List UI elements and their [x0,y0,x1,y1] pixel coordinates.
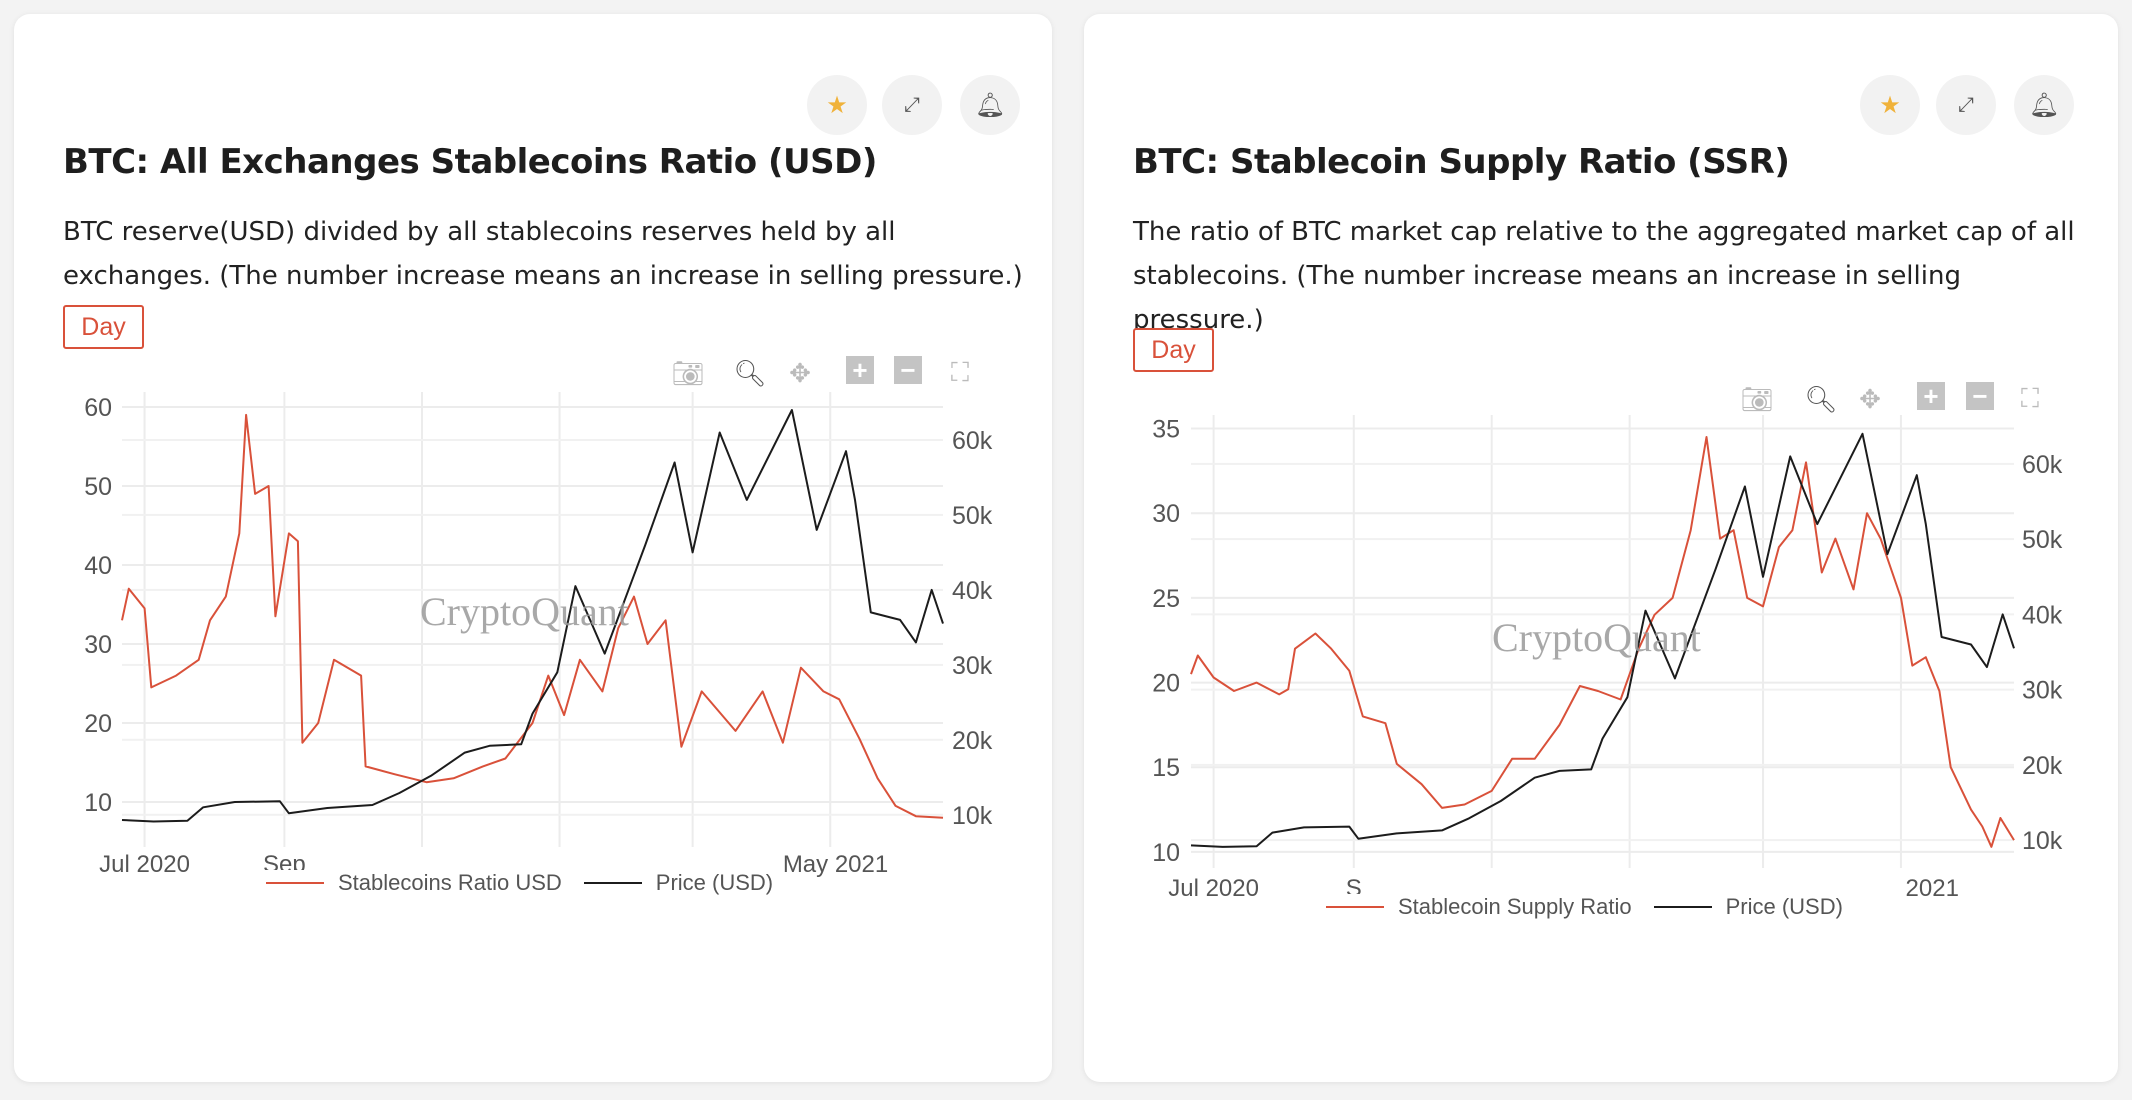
zoom-in-icon[interactable]: + [1917,381,1945,411]
zoom-out-icon[interactable]: − [1966,381,1994,411]
star-icon: ★ [826,91,848,119]
expand-button[interactable]: ⤢ [1936,75,1996,135]
y-left-tick-label: 15 [1152,754,1180,782]
pan-icon[interactable]: ✥ [1859,383,1881,414]
zoom-in-icon[interactable]: + [846,355,874,385]
zoom-out-icon[interactable]: − [894,355,922,385]
x-tick-label: Jul 2020 [1168,875,1259,902]
card-description: BTC reserve(USD) divided by all stableco… [63,217,1023,291]
y-left-tick-label: 60 [84,394,112,422]
y-right-tick-label: 20k [952,727,993,755]
camera-icon[interactable]: 📷︎ [671,357,705,388]
y-right-tick-label: 20k [2022,752,2063,780]
zoom-icon[interactable]: 🔍︎ [733,357,767,388]
y-right-tick-label: 60k [2022,451,2063,479]
price-series-line [121,409,944,823]
y-right-tick-label: 10k [2022,827,2063,855]
legend-swatch-ratio [266,882,324,884]
zoom-icon[interactable]: 🔍︎ [1804,383,1838,414]
legend-swatch-ratio [1326,906,1384,908]
bell-icon: 🔔︎ [2028,91,2060,119]
pan-icon[interactable]: ✥ [789,357,811,388]
chart-legend: Stablecoins Ratio USD Price (USD) [262,870,778,896]
legend-label-ratio[interactable]: Stablecoin Supply Ratio [1398,894,1632,919]
bell-icon: 🔔︎ [974,91,1006,119]
legend-label-price[interactable]: Price (USD) [655,870,774,895]
chart-legend: Stablecoin Supply Ratio Price (USD) [1322,894,1847,920]
y-left-tick-label: 40 [84,552,112,580]
legend-swatch-price [583,882,642,884]
autoscale-icon[interactable]: ⛶ [950,357,970,387]
interval-button[interactable]: Day [63,305,144,349]
x-tick-label: Jul 2020 [99,851,190,878]
watermark: CryptoQuant [1492,615,1701,660]
y-left-tick-label: 20 [84,710,112,738]
y-left-tick-label: 35 [1152,416,1180,444]
y-left-tick-label: 30 [1152,500,1180,528]
chart-card-stablecoins-ratio: ★ ⤢ 🔔︎ BTC: All Exchanges Stablecoins Ra… [14,14,1052,1082]
y-right-tick-label: 50k [2022,526,2063,554]
legend-swatch-price [1653,906,1712,908]
x-tick-label: 2021 [1906,875,1959,902]
y-right-tick-label: 50k [952,502,993,530]
watermark: CryptoQuant [420,589,629,634]
expand-icon: ⤢ [1958,93,1974,116]
legend-label-price[interactable]: Price (USD) [1725,894,1843,919]
y-right-tick-label: 40k [2022,601,2063,629]
favorite-button[interactable]: ★ [807,75,867,135]
card-title: BTC: All Exchanges Stablecoins Ratio (US… [63,142,877,182]
favorite-button[interactable]: ★ [1860,75,1920,135]
y-left-tick-label: 30 [84,631,112,659]
y-right-tick-label: 30k [2022,677,2063,705]
ratio-series-line [1190,436,2015,848]
card-title: BTC: Stablecoin Supply Ratio (SSR) [1133,142,1790,182]
y-right-tick-label: 60k [952,427,993,455]
price-series-line [1190,432,2015,848]
y-left-tick-label: 10 [84,789,112,817]
y-left-tick-label: 50 [84,473,112,501]
y-left-tick-label: 20 [1152,670,1180,698]
camera-icon[interactable]: 📷︎ [1740,383,1774,414]
interval-button[interactable]: Day [1133,328,1214,372]
y-right-tick-label: 30k [952,652,993,680]
expand-button[interactable]: ⤢ [882,75,942,135]
y-left-tick-label: 10 [1152,839,1180,867]
y-left-tick-label: 25 [1152,585,1180,613]
x-tick-label: May 2021 [783,851,888,878]
ratio-series-line [121,413,944,819]
y-right-tick-label: 40k [952,577,993,605]
y-right-tick-label: 10k [952,802,993,830]
autoscale-icon[interactable]: ⛶ [2020,383,2040,413]
card-description: The ratio of BTC market cap relative to … [1133,217,2075,335]
alert-button[interactable]: 🔔︎ [960,75,1020,135]
expand-icon: ⤢ [904,93,920,116]
star-icon: ★ [1879,91,1901,119]
alert-button[interactable]: 🔔︎ [2014,75,2074,135]
legend-label-ratio[interactable]: Stablecoins Ratio USD [338,870,562,895]
